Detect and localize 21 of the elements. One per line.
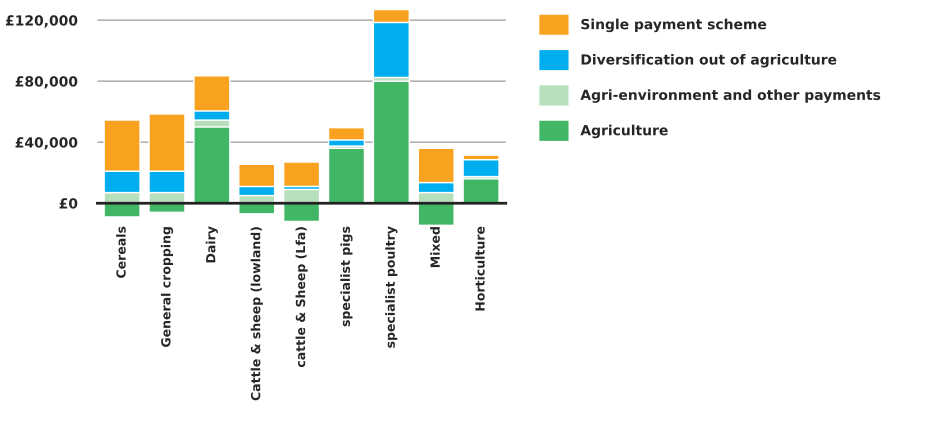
y-tick-label: £0: [60, 198, 78, 209]
x-tick-label: Cattle & sheep (lowland): [250, 227, 263, 400]
legend-label: Agriculture: [580, 124, 668, 138]
y-tick-label: £80,000: [16, 76, 78, 88]
x-tick-label: specialist poultry: [385, 226, 398, 348]
x-tick-label: cattle & Sheep (Lfa): [296, 227, 308, 368]
x-tick-label: Mixed: [430, 227, 440, 268]
legend-label: Agri-environment and other payments: [580, 89, 880, 103]
x-tick-label: Cereals: [116, 226, 126, 278]
y-tick-label: £120,000: [6, 15, 78, 28]
x-tick-label: Horticulture: [475, 226, 485, 311]
x-tick-label: specialist pigs: [340, 226, 353, 326]
y-tick-label: £40,000: [16, 137, 78, 150]
bar: [282, 161, 320, 188]
bar: [372, 80, 410, 204]
x-tick-label: General cropping: [160, 227, 174, 347]
bar: [328, 148, 366, 204]
legend-label: Single payment scheme: [581, 18, 766, 32]
bar: [418, 202, 455, 226]
x-tick-label: Dairy: [206, 226, 218, 262]
legend-label: Diversification out of agriculture: [582, 54, 836, 68]
